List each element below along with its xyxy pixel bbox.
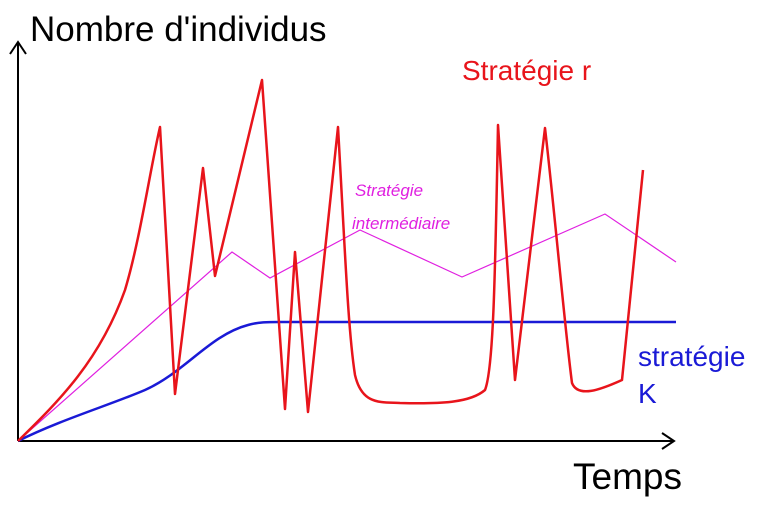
intermediate-strategy-label-line1: Stratégie: [355, 181, 424, 200]
intermediate-strategy-label-line2: intermédiaire: [352, 214, 451, 233]
y-axis-label: Nombre d'individus: [30, 10, 327, 49]
k-strategy-label-line2: K: [638, 378, 657, 409]
r-strategy-label: Stratégie r: [462, 55, 592, 86]
k-strategy-label-line1: stratégie: [638, 341, 746, 372]
k-strategy-curve: [17, 320, 676, 443]
intermediate-strategy-curve: [17, 213, 677, 442]
r-strategy-curve: [17, 78, 645, 442]
x-axis-label: Temps: [573, 456, 682, 497]
x-axis-arrowhead: [661, 432, 676, 450]
y-axis-arrowhead: [9, 40, 27, 55]
